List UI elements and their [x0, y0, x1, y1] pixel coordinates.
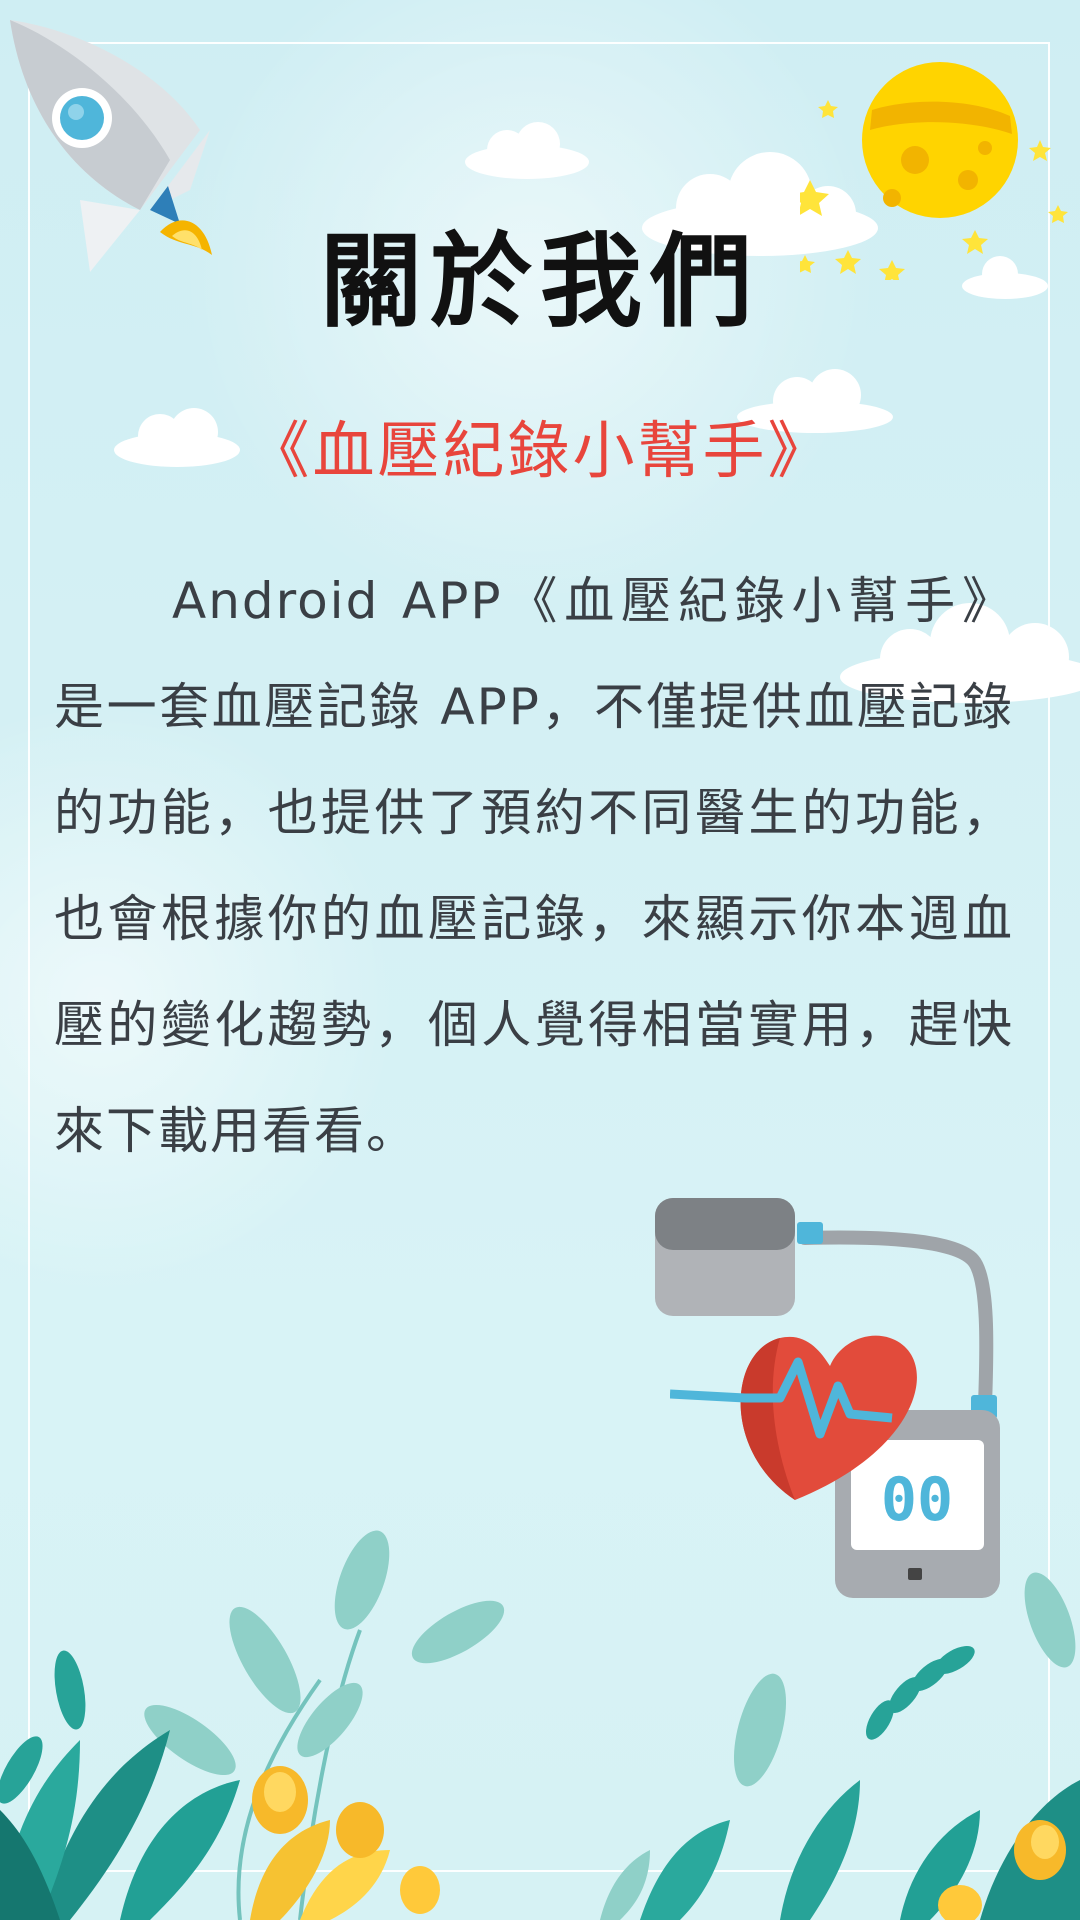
- svg-text:00: 00: [881, 1465, 953, 1535]
- rocket-icon: [10, 20, 212, 272]
- cloud-decoration: [465, 122, 589, 179]
- blood-pressure-monitor-icon: 00: [655, 1198, 1000, 1598]
- heart-icon: [670, 1335, 917, 1500]
- cloud-decoration: [642, 152, 878, 256]
- cloud-decoration: [840, 603, 1080, 703]
- cloud-decoration: [114, 408, 240, 467]
- app-description: Android APP《血壓紀錄小幫手》是一套血壓記錄 APP，不僅提供血壓記錄…: [54, 572, 1014, 1160]
- app-name-subtitle: 《血壓紀錄小幫手》: [247, 414, 833, 487]
- moon-icon: [800, 62, 1068, 280]
- cloud-decoration: [737, 369, 893, 433]
- background-glow: [180, 0, 880, 620]
- cloud-decoration: [962, 256, 1048, 299]
- page-border: [28, 42, 1050, 1872]
- page-title: 關於我們: [320, 223, 760, 342]
- plants-decoration: [0, 1530, 1080, 1920]
